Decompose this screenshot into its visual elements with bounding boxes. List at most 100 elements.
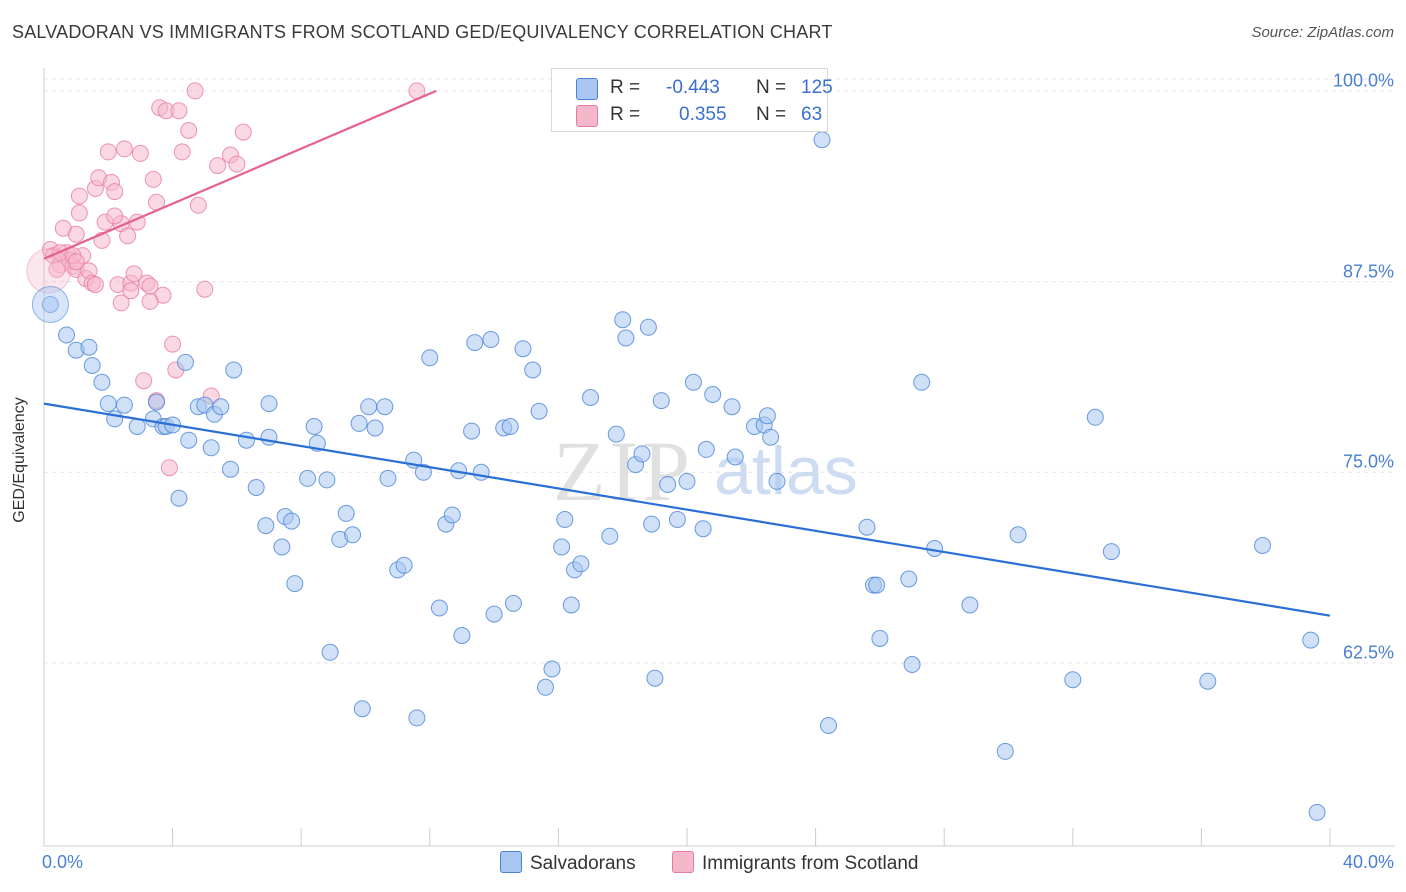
x-tick-min: 0.0% <box>42 852 84 872</box>
scotland-point-53 <box>234 123 252 141</box>
salvadorans-point-102 <box>813 131 831 149</box>
axes <box>43 68 1395 847</box>
salvadorans-point-45 <box>366 419 384 437</box>
salvadorans-point-70 <box>537 678 554 696</box>
scotland-point-60 <box>106 207 124 225</box>
salvadorans-point-115 <box>1064 671 1082 689</box>
scotland-point-55 <box>48 260 66 278</box>
salvadorans-point-100 <box>762 428 780 446</box>
scotland-point-21 <box>106 183 124 201</box>
legend-n-value: 63 <box>801 104 823 125</box>
scotland-point-62 <box>141 292 159 310</box>
legend-n-label: N = <box>756 104 787 125</box>
bottom-legend-swatch-blue <box>500 851 522 873</box>
salvadorans-point-117 <box>1102 543 1120 561</box>
salvadorans-point-67 <box>514 340 532 358</box>
trend-lines <box>43 89 1331 617</box>
salvadorans-point-119 <box>1254 537 1271 554</box>
salvadorans-point-4 <box>80 338 98 356</box>
scotland-point-large <box>26 248 72 294</box>
salvadorans-point-16 <box>177 353 194 371</box>
x-tick-max: 40.0% <box>1342 852 1394 872</box>
salvadorans-point-52 <box>414 463 432 481</box>
scotland-point-28 <box>125 265 143 283</box>
salvadorans-point-5 <box>93 373 111 391</box>
salvadorans-point-108 <box>900 570 918 588</box>
y-tick-label: 87.5% <box>1342 261 1394 282</box>
salvadorans-point-53 <box>421 349 439 367</box>
scotland-point-23 <box>112 294 130 312</box>
salvadorans-point-62 <box>482 331 500 348</box>
salvadorans-point-113 <box>996 742 1014 760</box>
salvadorans-point-30 <box>273 538 291 556</box>
salvadorans-point-28 <box>260 395 278 413</box>
legend-r-value: 0.355 <box>679 104 727 125</box>
salvadorans-point-6 <box>99 395 117 413</box>
scotland-point-9 <box>70 204 88 222</box>
scotland-point-40 <box>160 459 178 477</box>
salvadorans-point-110 <box>913 373 931 391</box>
salvadorans-point-120 <box>1302 631 1320 649</box>
salvadorans-point-69 <box>530 402 548 420</box>
salvadorans-point-25 <box>238 431 255 449</box>
salvadorans-point-47 <box>379 469 397 487</box>
salvadorans-point-73 <box>556 511 574 528</box>
salvadorans-point-93 <box>697 440 715 458</box>
salvadorans-point-103 <box>820 717 837 734</box>
bottom-legend-swatch-pink <box>672 851 694 873</box>
scotland-point-50 <box>209 157 227 175</box>
salvadorans-point-121 <box>1308 803 1326 821</box>
chart-title: SALVADORAN VS IMMIGRANTS FROM SCOTLAND G… <box>12 22 833 42</box>
scotland-point-47 <box>189 196 207 214</box>
salvadorans-point-74 <box>562 596 580 614</box>
salvadorans-point-54 <box>430 599 448 617</box>
salvadorans-point-22 <box>212 398 230 416</box>
scotland-point-19 <box>99 143 117 161</box>
salvadorans-point-63 <box>485 605 503 623</box>
gridlines <box>44 78 1395 664</box>
series-salvadorans-points <box>31 131 1326 821</box>
salvadorans-point-81 <box>617 329 635 347</box>
salvadorans-point-42 <box>350 414 368 432</box>
legend-r-label: R = <box>610 77 641 98</box>
salvadorans-point-37 <box>318 471 336 489</box>
scotland-point-25 <box>115 140 133 158</box>
salvadorans-point-11 <box>148 393 165 411</box>
scotland-point-59 <box>86 276 104 294</box>
salvadorans-point-109 <box>903 656 921 673</box>
scotland-point-52 <box>228 155 246 173</box>
salvadorans-point-61 <box>472 463 490 481</box>
salvadorans-point-29 <box>260 428 278 446</box>
salvadorans-point-116 <box>1086 408 1104 426</box>
salvadorans-point-0 <box>41 296 59 313</box>
salvadorans-point-20 <box>202 439 220 457</box>
legend-swatch-pink <box>576 105 598 127</box>
scotland-point-41 <box>164 335 182 353</box>
salvadorans-point-86 <box>646 669 664 687</box>
scotland-point-48 <box>196 280 214 298</box>
series-scotland-points <box>26 82 426 477</box>
source-label: Source: ZipAtlas.com <box>1251 24 1394 41</box>
scotland-point-45 <box>180 122 198 139</box>
watermark-atlas: atlas <box>714 433 858 509</box>
salvadorans-point-91 <box>684 373 702 391</box>
salvadorans-point-85 <box>643 515 661 533</box>
salvadorans-point-80 <box>614 311 632 329</box>
salvadorans-point-118 <box>1199 672 1217 690</box>
scotland-point-34 <box>144 170 162 188</box>
bottom-legend-scotland: Immigrants from Scotland <box>672 851 918 875</box>
scotland-point-61 <box>122 282 140 300</box>
salvadorans-point-83 <box>633 445 651 463</box>
salvadorans-point-17 <box>180 431 198 449</box>
scotland-point-43 <box>170 102 188 120</box>
bottom-legend-label: Salvadorans <box>530 853 636 874</box>
scotland-point-44 <box>173 143 191 161</box>
salvadorans-point-41 <box>344 526 362 544</box>
salvadorans-point-72 <box>553 538 571 556</box>
salvadorans-point-87 <box>652 392 670 410</box>
salvadorans-point-84 <box>639 318 657 336</box>
scotland-point-46 <box>186 82 204 100</box>
salvadorans-point-107 <box>871 630 889 647</box>
salvadorans-point-104 <box>858 518 876 536</box>
